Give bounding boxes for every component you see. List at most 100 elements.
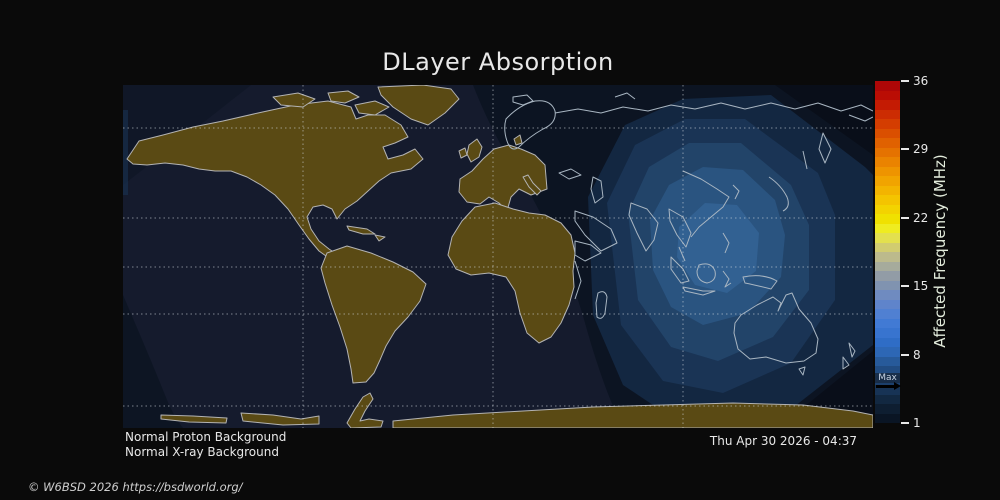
colorbar-cell bbox=[875, 366, 900, 376]
india-outline bbox=[628, 202, 659, 252]
landmasses-night bbox=[126, 85, 873, 428]
philippines-outline bbox=[722, 232, 730, 254]
colorbar-cell bbox=[875, 147, 900, 157]
colorbar-tick-label: 1 bbox=[913, 416, 921, 430]
colorbar-tick bbox=[901, 80, 909, 82]
colorbar-cell bbox=[875, 385, 900, 395]
colorbar-tick-label: 36 bbox=[913, 74, 929, 88]
colorbar-tick bbox=[901, 285, 909, 288]
colorbar-cell bbox=[875, 252, 900, 262]
colorbar-cell bbox=[875, 347, 900, 357]
colorbar-cell bbox=[875, 223, 900, 233]
colorbar-cell bbox=[875, 328, 900, 338]
colorbar bbox=[875, 81, 900, 423]
colorbar-tick-label: 22 bbox=[913, 210, 929, 225]
colorbar-cell bbox=[875, 318, 900, 328]
greenland-landmass bbox=[377, 85, 460, 126]
colorbar-cell bbox=[875, 138, 900, 148]
colorbar-tick bbox=[901, 216, 909, 219]
arctic-islands bbox=[354, 100, 390, 116]
colorbar-cell bbox=[875, 280, 900, 290]
arctic-islands bbox=[327, 90, 360, 104]
colorbar-cell bbox=[875, 299, 900, 309]
colorbar-cell bbox=[875, 185, 900, 195]
kamchatka-outline bbox=[818, 132, 832, 164]
east-africa-coast-outline bbox=[574, 260, 582, 300]
madagascar-outline bbox=[595, 291, 608, 319]
xray-background-status: Normal X-ray Background bbox=[125, 445, 279, 459]
ireland-island bbox=[458, 147, 468, 159]
colorbar-cell bbox=[875, 413, 900, 423]
colorbar-cell bbox=[875, 356, 900, 366]
colorbar-cell bbox=[875, 242, 900, 252]
chukotka-outline bbox=[848, 114, 873, 122]
russia-arctic-coast-outline bbox=[554, 102, 873, 114]
colorbar-cell bbox=[875, 271, 900, 281]
graticule bbox=[123, 85, 873, 428]
colorbar-tick bbox=[901, 422, 909, 424]
sulawesi-outline bbox=[722, 270, 732, 288]
horn-of-africa-outline bbox=[574, 240, 602, 262]
china-coast-outline bbox=[682, 170, 730, 238]
day-field-wrap-southwest bbox=[123, 295, 183, 428]
hispaniola-island bbox=[374, 234, 386, 242]
colorbar-tick bbox=[901, 353, 909, 356]
arctic-islands bbox=[272, 92, 316, 108]
colorbar-cell bbox=[875, 81, 900, 91]
colorbar-cell bbox=[875, 166, 900, 176]
colorbar-tick-label: 15 bbox=[913, 279, 929, 294]
copyright-notice: © W6BSD 2026 https://bsdworld.org/ bbox=[28, 480, 243, 494]
colorbar-cell bbox=[875, 337, 900, 347]
colorbar-cell bbox=[875, 404, 900, 414]
sakhalin-outline bbox=[802, 150, 808, 170]
colorbar-cell bbox=[875, 90, 900, 100]
colorbar-axis-label: Affected Frequency (MHz) bbox=[931, 154, 949, 348]
colorbar-cell bbox=[875, 119, 900, 129]
tasmania-outline bbox=[798, 366, 806, 376]
south-america-landmass bbox=[320, 245, 427, 384]
antarctica-main bbox=[392, 402, 873, 428]
japan-outline bbox=[768, 176, 789, 212]
north-america-landmass bbox=[126, 100, 424, 275]
colorbar-cell bbox=[875, 100, 900, 110]
colorbar-cell bbox=[875, 233, 900, 243]
colorbar-tick bbox=[901, 148, 909, 151]
novaya-zemlya-outline bbox=[614, 92, 636, 100]
java-outline bbox=[682, 286, 716, 296]
colorbar-cell bbox=[875, 128, 900, 138]
arabia-outline bbox=[574, 210, 618, 252]
colorbar-tick-label: 8 bbox=[913, 347, 921, 362]
max-marker-arrow-icon bbox=[876, 381, 901, 390]
denmark-peninsula bbox=[513, 134, 523, 146]
colorbar-cell bbox=[875, 176, 900, 186]
caspian-sea-outline bbox=[590, 176, 604, 204]
scandinavia-outline bbox=[504, 100, 556, 150]
cuba-island bbox=[346, 225, 376, 235]
dark-corner-northeast bbox=[775, 85, 873, 155]
colorbar-cell bbox=[875, 290, 900, 300]
australia-outline bbox=[733, 292, 819, 364]
max-frequency-marker: Max bbox=[875, 372, 901, 390]
max-marker-label: Max bbox=[875, 372, 900, 383]
colorbar-tick-label: 29 bbox=[913, 142, 929, 157]
map-timestamp: Thu Apr 30 2026 - 04:37 bbox=[709, 434, 857, 448]
colorbar-cell bbox=[875, 204, 900, 214]
black-sea-outline bbox=[558, 168, 582, 180]
colorbar-cell bbox=[875, 394, 900, 404]
new-guinea-outline bbox=[742, 275, 778, 290]
new-zealand-south-outline bbox=[842, 356, 850, 370]
malay-peninsula-outline bbox=[678, 246, 686, 262]
world-map bbox=[123, 85, 873, 428]
wrap-contour-strip bbox=[123, 110, 128, 195]
colorbar-cell bbox=[875, 261, 900, 271]
world-map-panel bbox=[123, 85, 873, 428]
korea-outline bbox=[732, 184, 740, 200]
antarctica-west-strip bbox=[160, 414, 228, 424]
antarctic-peninsula bbox=[346, 392, 384, 428]
colorbar-cell bbox=[875, 195, 900, 205]
coastlines-day bbox=[504, 92, 873, 376]
borneo-outline bbox=[696, 263, 716, 284]
antarctica-west-strip bbox=[240, 412, 320, 426]
colorbar-cell bbox=[875, 309, 900, 319]
